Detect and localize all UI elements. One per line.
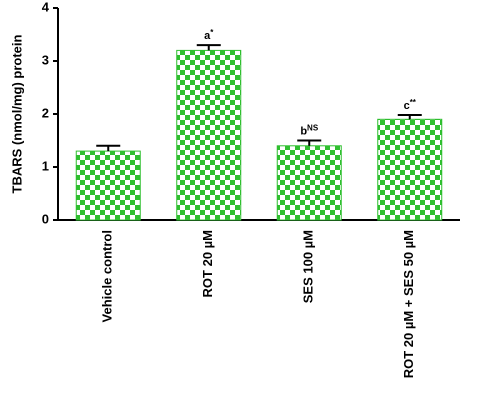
x-tick-label: ROT 20 µM xyxy=(200,230,215,297)
y-tick-label: 3 xyxy=(42,52,49,67)
bar xyxy=(176,49,242,221)
annotation: c** xyxy=(404,98,417,112)
bar xyxy=(377,118,443,221)
bar xyxy=(276,145,342,221)
y-tick-label: 0 xyxy=(42,211,49,226)
annotation-sup: ** xyxy=(410,98,417,107)
x-tick-label: SES 100 µM xyxy=(301,230,316,303)
annotation-letter: a xyxy=(204,30,211,42)
y-axis-label: TBARS (nmol/mg) protein xyxy=(9,35,24,194)
annotation-letter: c xyxy=(404,100,410,112)
error-bar xyxy=(297,139,322,146)
error-bar xyxy=(96,144,121,152)
bar xyxy=(75,150,141,221)
y-tick-label: 2 xyxy=(42,105,49,120)
x-tick-label: ROT 20 µM + SES 50 µM xyxy=(401,230,416,378)
error-bar xyxy=(397,114,422,120)
x-tick-label: Vehicle control xyxy=(100,230,115,322)
annotation: bNS xyxy=(300,124,319,138)
error-bar xyxy=(196,44,221,51)
annotation-sup: NS xyxy=(307,124,319,133)
annotation-sup: * xyxy=(210,28,214,37)
annotation-letter: b xyxy=(300,126,307,138)
y-tick-label: 1 xyxy=(42,158,49,173)
annotation: a* xyxy=(204,28,214,42)
y-tick-label: 4 xyxy=(42,0,50,14)
